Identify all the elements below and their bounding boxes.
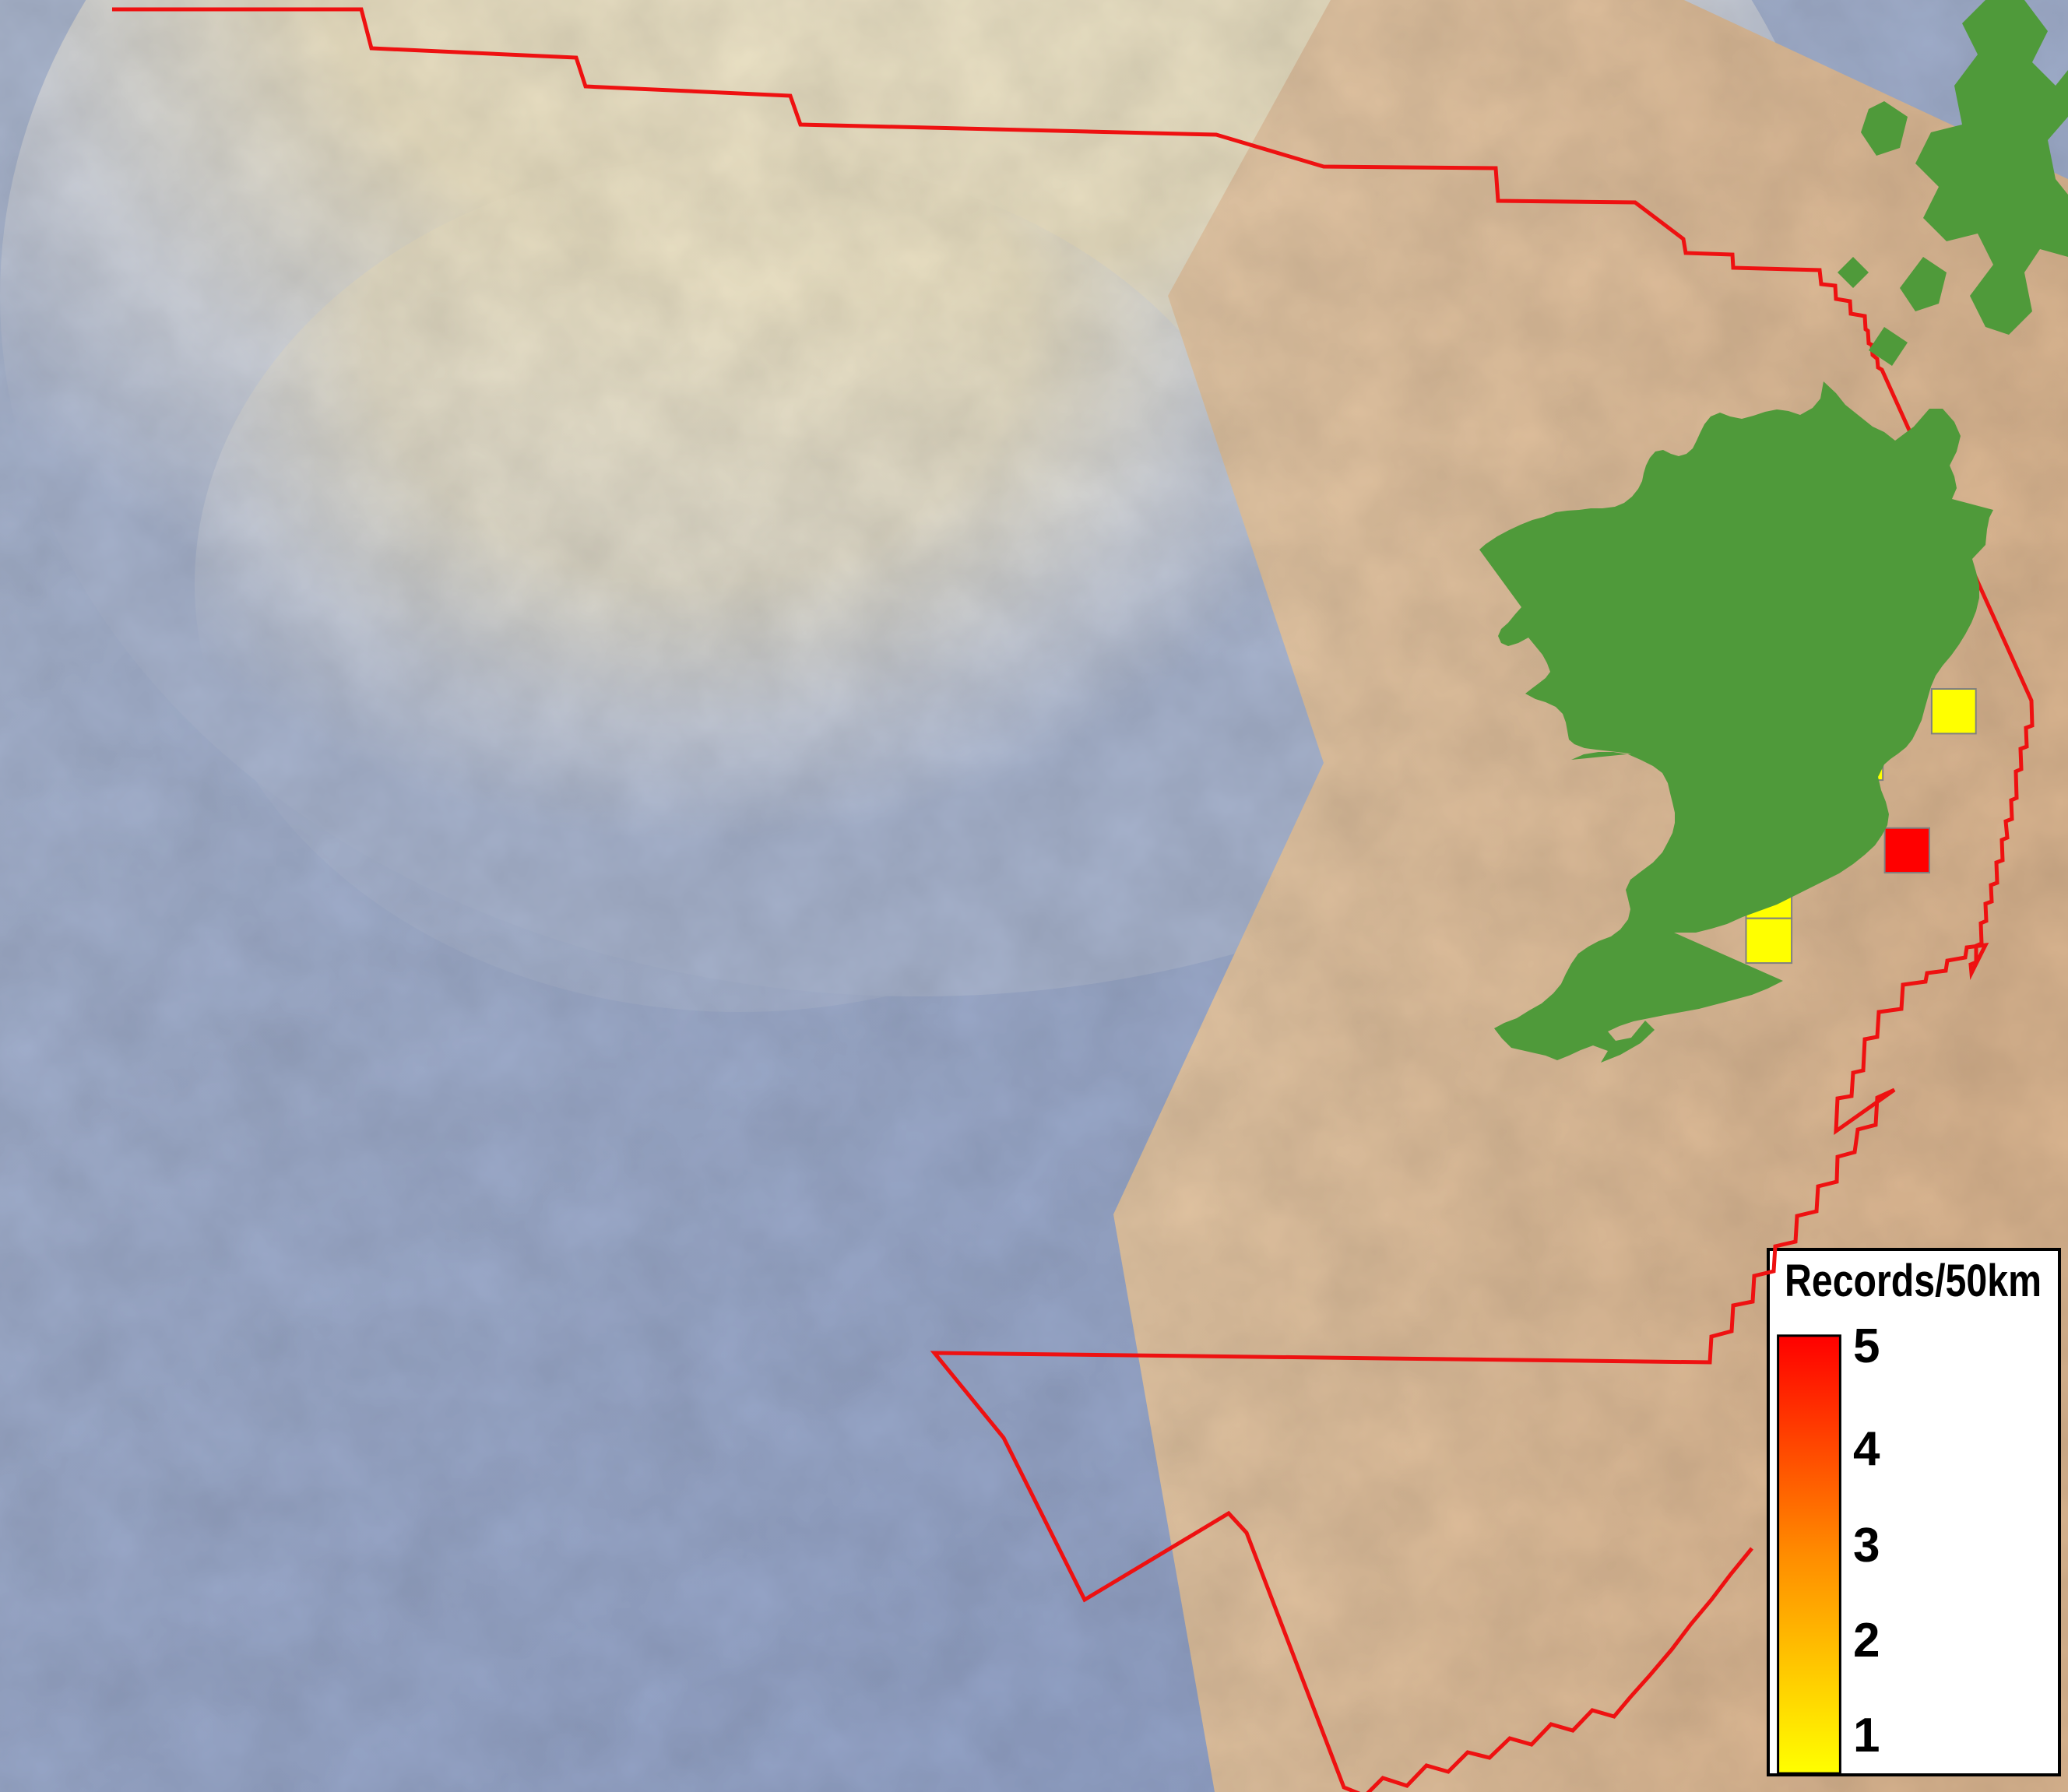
svg-text:4: 4 [1853,1422,1880,1476]
svg-text:3: 3 [1853,1519,1880,1572]
svg-text:Records/50km: Records/50km [1785,1256,2042,1306]
svg-text:2: 2 [1853,1614,1880,1667]
svg-text:5: 5 [1853,1319,1880,1373]
svg-text:1: 1 [1853,1709,1880,1762]
